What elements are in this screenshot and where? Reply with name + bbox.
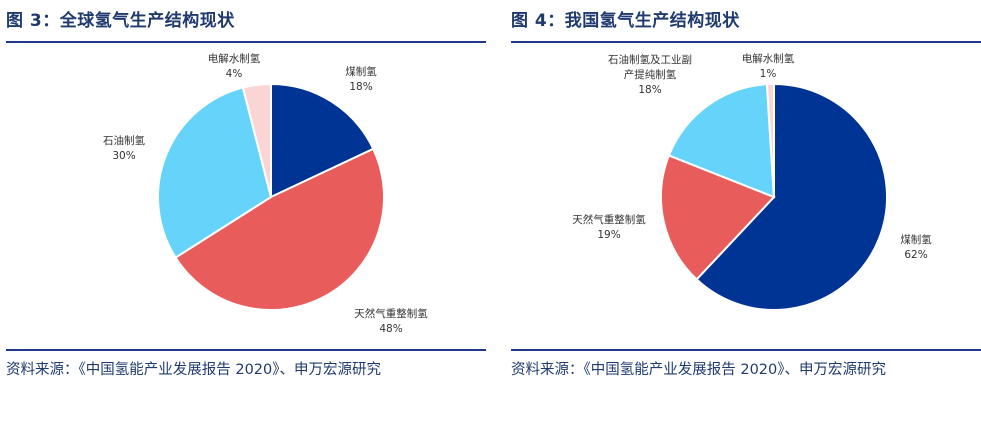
slice-label: 石油制氢 30% [103,134,145,162]
source-note: 资料来源：《中国氢能产业发展报告 2020》、申万宏源研究 [511,362,887,378]
pie-chart-china: 煤制氢 62% 天然气重整制氢 19% 石油制氢及工业副产提纯制氢 18% 电解水制氢 1% [572,52,932,311]
slice-label: 石油制氢及工业副产提纯制氢 18% [608,53,692,96]
source-note: 资料来源：《中国氢能产业发展报告 2020》、申万宏源研究 [6,362,382,378]
title-rule [6,41,486,43]
pie-slice [174,147,385,312]
slice-label: 煤制氢 18% [345,65,377,93]
slice-label: 电解水制氢 4% [208,52,261,80]
slice-label: 天然气重整制氢 19% [572,213,646,241]
slice-label: 电解水制氢 1% [742,52,795,80]
pie-slice [765,82,775,198]
source-rule [511,349,981,351]
source-rule [6,349,486,351]
pie-slice [270,82,375,199]
pie-slice [241,82,272,198]
title-rule [511,41,981,43]
pie-slice [695,82,888,311]
chart-title: 图 4：我国氢气生产结构现状 [511,11,740,31]
chart-panel-china: 图 4：我国氢气生产结构现状 煤制氢 62% 天然气重整制氢 19% 石油制氢及工业副产… [511,0,981,425]
slice-label: 煤制氢 62% [900,233,932,261]
pie-chart-global: 煤制氢 18% 天然气重整制氢 48% 石油制氢 30% 电解水制氢 4% [103,52,428,335]
pie-slice [667,83,776,199]
pie-slice [157,86,273,259]
chart-title: 图 3：全球氢气生产结构现状 [6,11,235,31]
chart-panel-global: 图 3：全球氢气生产结构现状 煤制氢 18% 天然气重整制氢 48% 石油制氢 30% 电解… [6,0,486,425]
slice-label: 天然气重整制氢 48% [354,307,428,335]
